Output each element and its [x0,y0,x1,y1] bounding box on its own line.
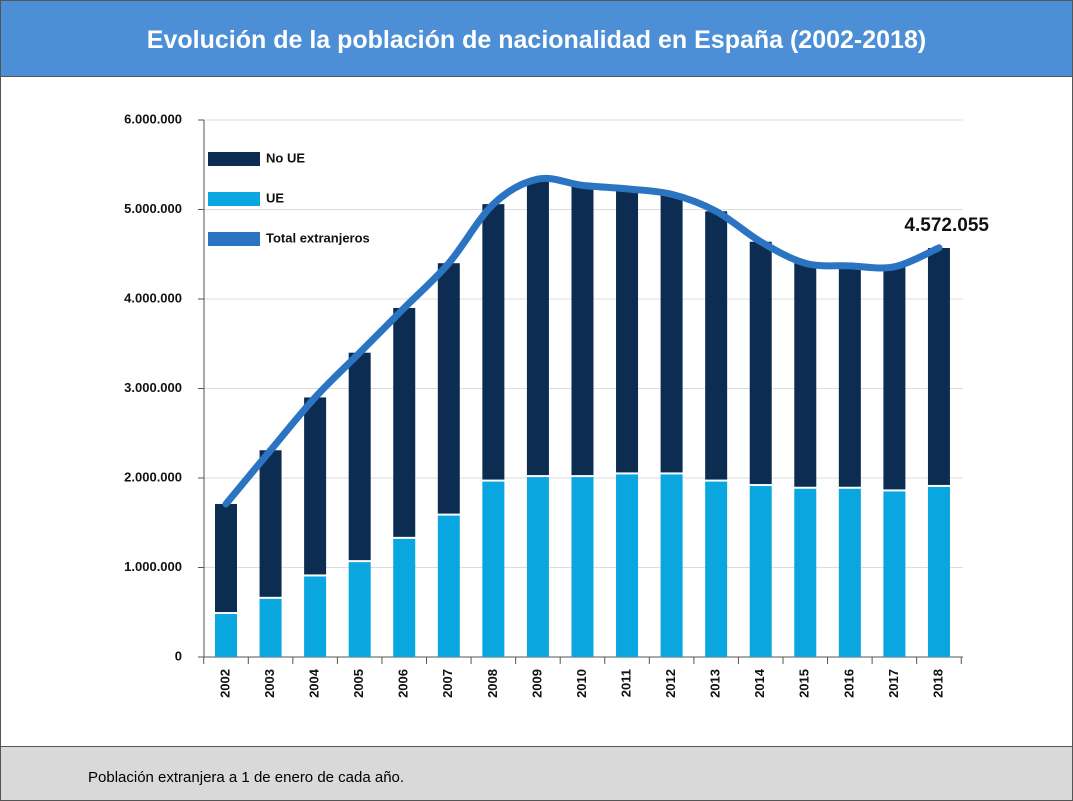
bar-ue [794,488,817,657]
bar-ue [571,477,594,657]
bar-no-ue [482,204,505,480]
bar-ue [259,598,282,657]
x-tick-label: 2010 [574,669,589,698]
data-label: 4.572.055 [904,215,989,236]
bar-no-ue [215,503,237,613]
legend-swatch [208,192,260,206]
bar-ue [348,562,371,657]
total-line [222,174,943,508]
legend-swatch [208,152,260,166]
bar-no-ue [660,194,683,473]
x-tick-label: 2005 [351,669,366,698]
x-tick-label: 2015 [797,669,812,698]
legend-label: No UE [266,150,305,165]
title: Evolución de la población de nacionalida… [1,1,1072,77]
y-tick-label: 6.000.000 [124,111,182,126]
y-tick-label: 1.000.000 [124,559,182,574]
footer-note: Población extranjera a 1 de enero de cad… [88,769,405,786]
y-tick-label: 0 [175,648,182,663]
bar-no-ue [259,450,282,597]
chart: 0 1.000.000 2.000.000 3.000.000 4.000.000 5.0… [124,111,989,698]
y-tick-label: 5.000.000 [124,201,182,216]
bar-no-ue [927,247,950,485]
y-tick-label: 4.000.000 [124,290,182,305]
bar-no-ue [571,185,594,476]
bar-ue [749,486,772,657]
bar-no-ue [304,397,327,575]
footer: Población extranjera a 1 de enero de cad… [1,746,1072,800]
x-tick-label: 2017 [886,669,901,698]
bar-ue [838,488,861,657]
x-tick-label: 2012 [663,669,678,698]
x-tick-label: 2018 [930,669,945,698]
bar-no-ue [616,188,639,473]
y-tick-label: 3.000.000 [124,380,182,395]
bar-ue [482,481,505,657]
x-tick-label: 2007 [440,669,455,698]
bar-no-ue [883,266,906,490]
bar-ue [393,538,416,657]
bar-no-ue [838,265,861,487]
bar-no-ue [705,211,728,480]
legend-swatch [208,232,260,246]
x-tick-label: 2003 [262,669,277,698]
x-tick-label: 2004 [307,668,322,698]
x-tick-label: 2011 [618,669,633,697]
legend-label: UE [266,190,284,205]
bar-ue [883,491,906,657]
bar-ue [215,614,237,657]
bar-ue [705,481,728,657]
x-tick-label: 2014 [752,668,767,698]
x-tick-label: 2002 [217,669,232,698]
bar-no-ue [393,307,416,537]
x-tick-label: 2013 [708,669,723,698]
bar-no-ue [437,263,460,514]
x-tick-label: 2009 [529,669,544,698]
bar-no-ue [749,241,772,485]
x-tick-label: 2006 [396,669,411,698]
bar-ue [437,515,460,657]
legend-label: Total extranjeros [266,230,370,245]
y-tick-label: 2.000.000 [124,469,182,484]
bar-ue [927,486,950,657]
x-tick-label: 2016 [841,669,856,698]
bar-ue [526,477,549,657]
bar-no-ue [794,263,817,487]
x-tick-label: 2008 [485,669,500,698]
bar-ue [616,474,639,657]
bar-no-ue [348,352,371,561]
bar-no-ue [526,179,549,476]
bar-ue [660,474,683,657]
bar-ue [304,576,327,657]
